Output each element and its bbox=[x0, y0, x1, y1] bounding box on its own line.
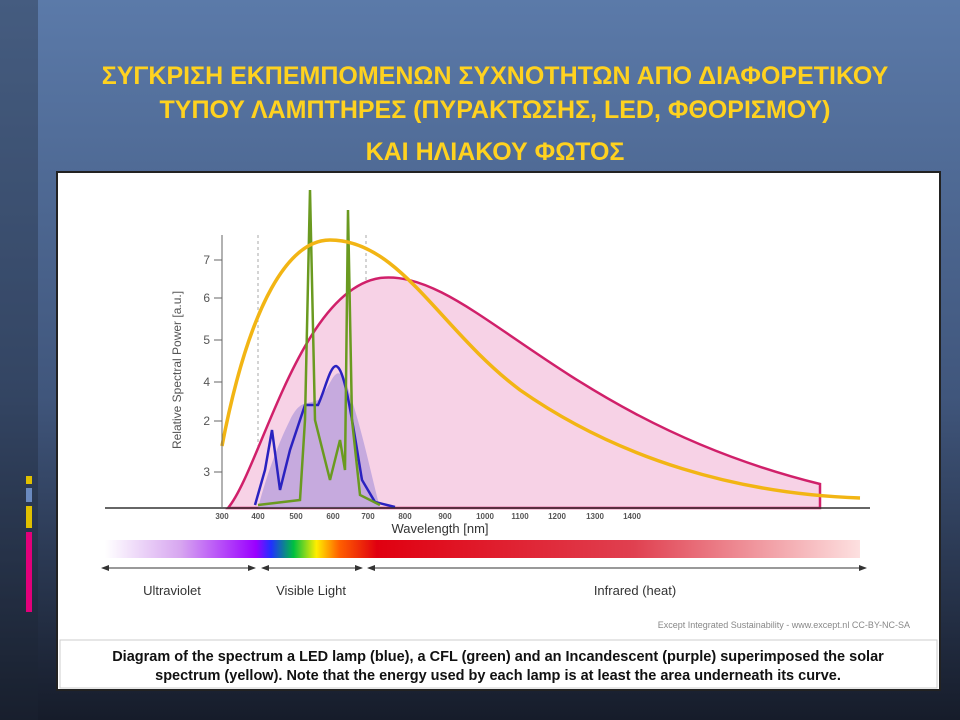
deco bbox=[26, 506, 32, 528]
x-tick-label: 400 bbox=[251, 512, 265, 521]
y-tick-label: 4 bbox=[203, 375, 210, 389]
x-tick-label: 700 bbox=[361, 512, 375, 521]
deco bbox=[26, 488, 32, 502]
spectrum-bar bbox=[105, 540, 860, 558]
solar-curve bbox=[220, 238, 861, 500]
x-tick-label: 500 bbox=[289, 512, 303, 521]
x-tick-label: 1000 bbox=[476, 512, 494, 521]
caption-box bbox=[59, 639, 938, 689]
title-line: ΣΥΓΚΡΙΣΗ ΕΚΠΕΜΠΟΜΕΝΩΝ ΣΥΧΝΟΤΗΤΩΝ ΑΠΟ ΔΙΑ… bbox=[102, 62, 889, 90]
y-ticks: 7 6 5 4 2 3 bbox=[203, 253, 222, 479]
cfl-curve bbox=[257, 189, 381, 507]
x-label: Wavelength [nm] bbox=[391, 521, 488, 536]
region-label: Visible Light bbox=[276, 583, 346, 598]
caption-line: Diagram of the spectrum a LED lamp (blue… bbox=[112, 649, 884, 665]
region-label: Ultraviolet bbox=[143, 583, 201, 598]
y-tick-label: 7 bbox=[203, 253, 210, 267]
deco bbox=[26, 532, 32, 612]
caption-line: spectrum (yellow). Note that the energy … bbox=[155, 668, 841, 684]
y-tick-label: 2 bbox=[203, 414, 210, 428]
y-tick-label: 5 bbox=[203, 333, 210, 347]
x-tick-label: 1300 bbox=[586, 512, 604, 521]
deco bbox=[26, 476, 32, 484]
x-tick-label: 800 bbox=[398, 512, 412, 521]
x-tick-label: 900 bbox=[438, 512, 452, 521]
left-band bbox=[0, 0, 38, 720]
x-ticks: 300 400 500 600 700 800 900 1000 1100 1200 1300 140… bbox=[215, 512, 641, 521]
y-tick-label: 3 bbox=[203, 465, 210, 479]
credit: Except Integrated Sustainability - www.e… bbox=[658, 620, 910, 630]
x-tick-label: 300 bbox=[215, 512, 229, 521]
region-label: Infrared (heat) bbox=[594, 583, 676, 598]
y-tick-label: 6 bbox=[203, 291, 210, 305]
y-label: Relative Spectral Power [a.u.] bbox=[170, 291, 184, 449]
x-tick-label: 600 bbox=[326, 512, 340, 521]
x-tick-label: 1200 bbox=[548, 512, 566, 521]
x-tick-label: 1100 bbox=[511, 512, 529, 521]
led-curve bbox=[253, 364, 396, 509]
title-line: ΤΥΠΟΥ ΛΑΜΠΤΗΡΕΣ (ΠΥΡΑΚΤΩΣΗΣ, LED, ΦΘΟΡΙΣ… bbox=[160, 96, 831, 124]
x-tick-label: 1400 bbox=[623, 512, 641, 521]
title-line: ΚΑΙ ΗΛΙΑΚΟΥ ΦΩΤΟΣ bbox=[366, 138, 625, 166]
